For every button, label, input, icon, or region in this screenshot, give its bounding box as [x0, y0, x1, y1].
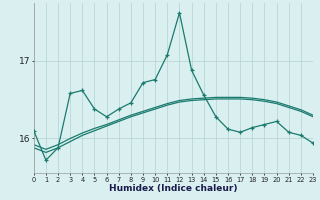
- X-axis label: Humidex (Indice chaleur): Humidex (Indice chaleur): [109, 184, 238, 193]
